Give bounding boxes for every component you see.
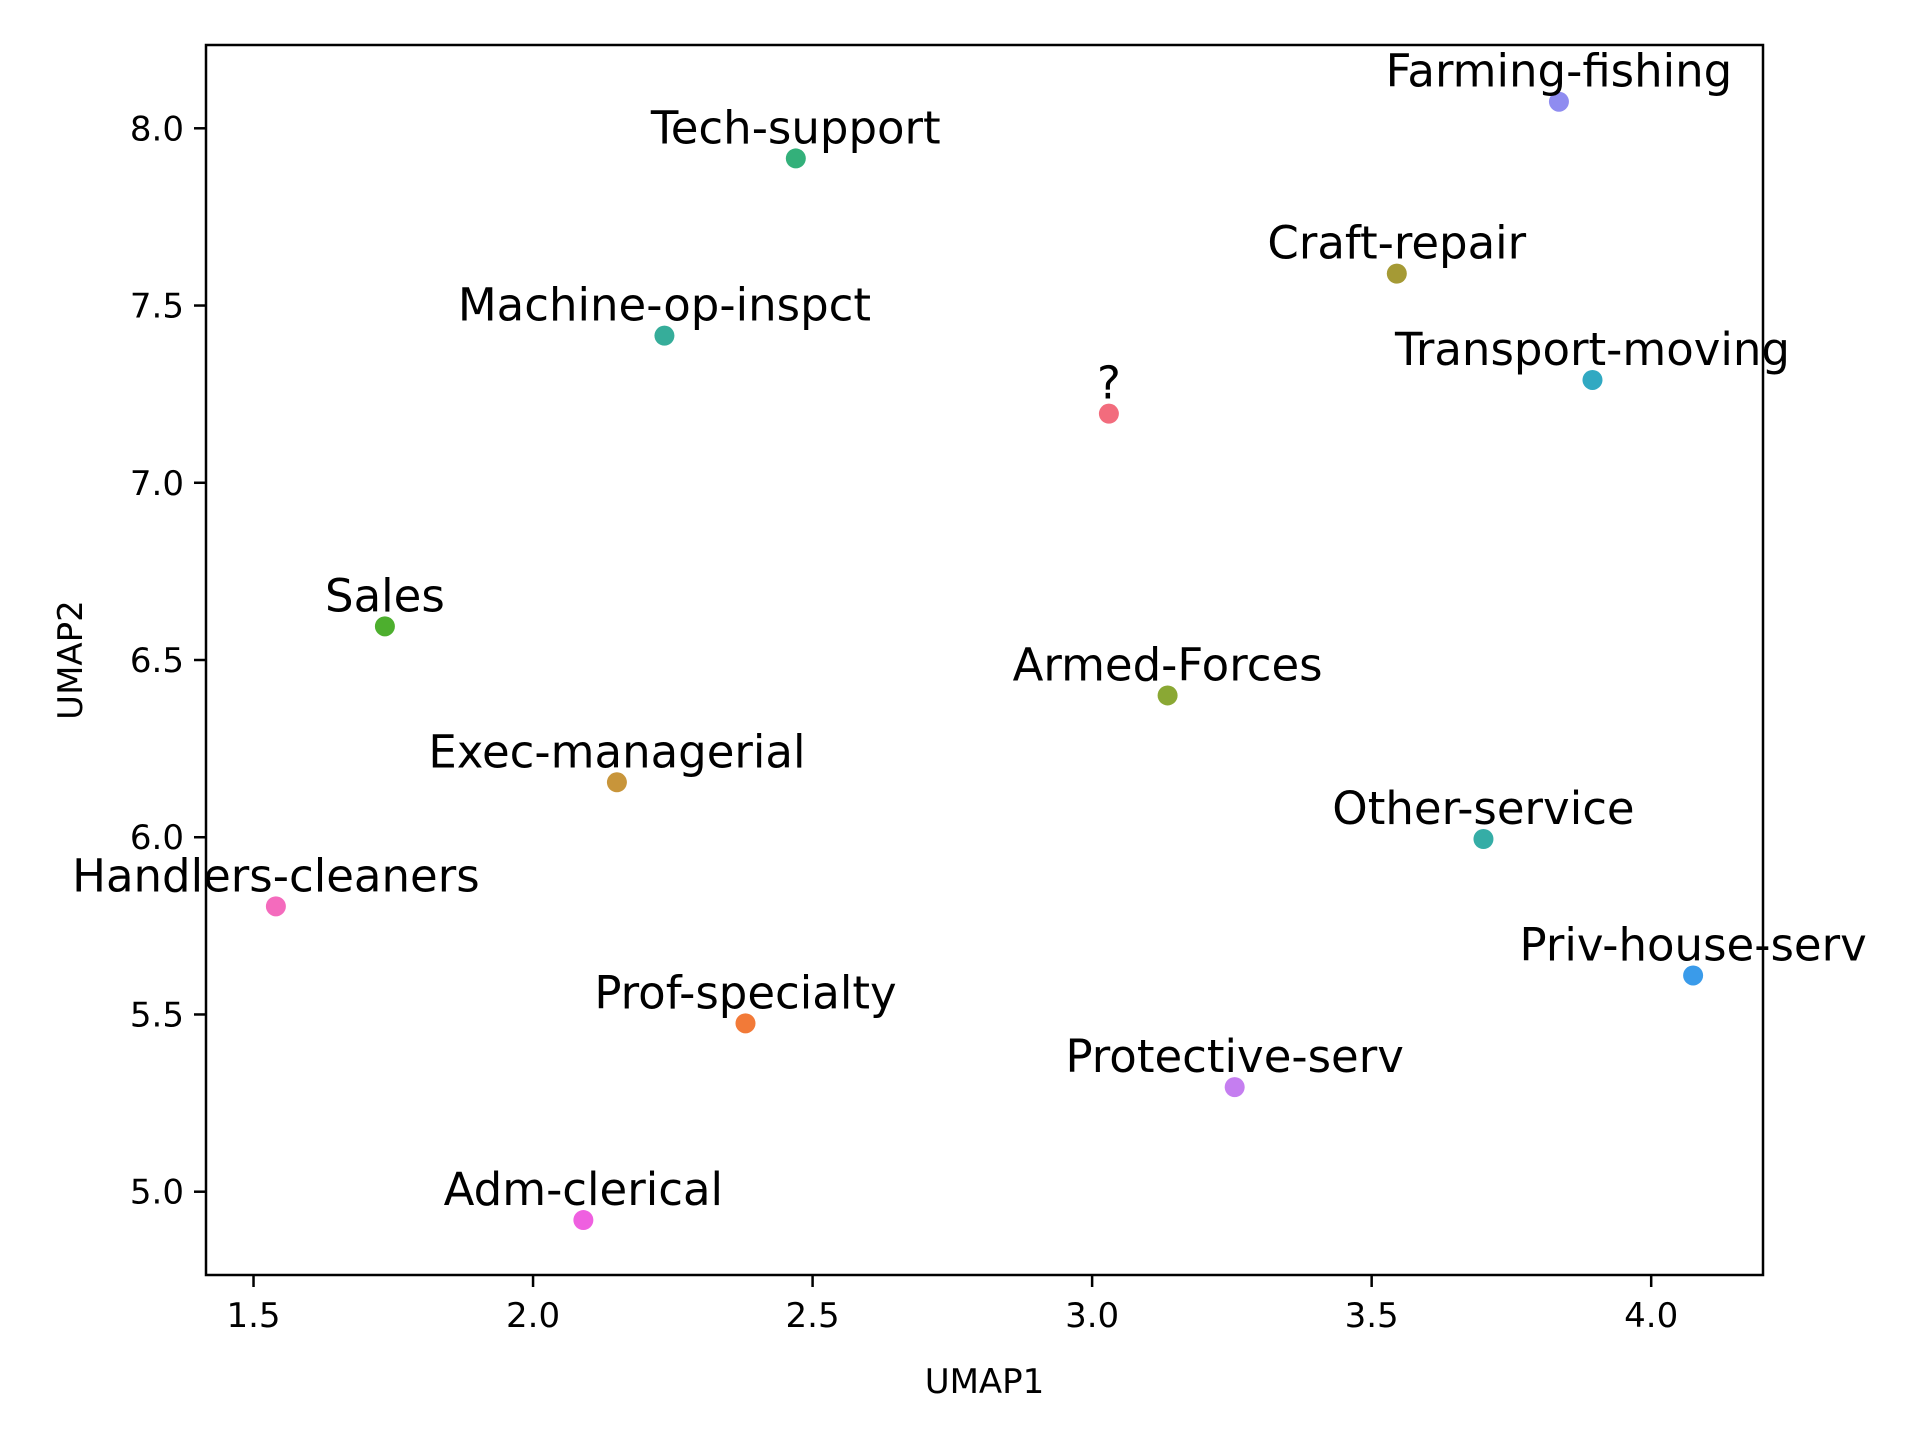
x-tick-label: 2.0 — [506, 1296, 560, 1336]
x-tick-label: 4.0 — [1624, 1296, 1678, 1336]
data-point — [374, 616, 395, 637]
y-axis-title: UMAP2 — [51, 600, 91, 720]
data-point — [1683, 965, 1704, 986]
data-point — [1548, 91, 1569, 112]
x-axis-ticks: 1.5 2.0 2.5 3.0 3.5 4.0 — [226, 1275, 1678, 1336]
x-tick-label: 3.0 — [1065, 1296, 1119, 1336]
point-label: Transport-moving — [1394, 323, 1790, 376]
data-point — [1098, 403, 1119, 424]
point-label: Machine-op-inspct — [458, 279, 871, 332]
x-tick-label: 2.5 — [786, 1296, 840, 1336]
y-tick-label: 5.0 — [130, 1173, 184, 1213]
point-label: Priv-house-serv — [1520, 918, 1867, 971]
data-point — [606, 772, 627, 793]
x-axis-title: UMAP1 — [925, 1362, 1045, 1402]
point-label: Protective-serv — [1065, 1030, 1403, 1083]
point-label: Craft-repair — [1267, 217, 1526, 270]
data-point — [654, 325, 675, 346]
point-label: Tech-support — [650, 101, 941, 154]
data-point — [1157, 685, 1178, 706]
point-label: ? — [1097, 357, 1121, 410]
y-axis-ticks: 5.0 5.5 6.0 6.5 7.0 7.5 8.0 — [130, 109, 206, 1213]
point-labels: Farming-fishing Tech-support Craft-repair M… — [72, 45, 1867, 1216]
y-tick-label: 8.0 — [130, 109, 184, 149]
data-point — [1473, 829, 1494, 850]
point-label: Prof-specialty — [594, 966, 896, 1019]
point-label: Exec-managerial — [428, 725, 805, 778]
y-tick-label: 5.5 — [130, 995, 184, 1035]
data-points — [265, 91, 1704, 1231]
plot-area-frame — [204, 43, 1765, 1277]
data-point — [1224, 1077, 1245, 1098]
data-point — [785, 148, 806, 169]
point-label: Other-service — [1332, 782, 1634, 835]
y-tick-label: 6.0 — [130, 818, 184, 858]
point-label: Adm-clerical — [444, 1163, 723, 1216]
data-point — [735, 1013, 756, 1034]
x-tick-label: 3.5 — [1345, 1296, 1399, 1336]
data-point — [1386, 263, 1407, 284]
y-tick-label: 7.5 — [130, 287, 184, 327]
point-label: Handlers-cleaners — [72, 849, 480, 902]
data-point — [1582, 369, 1603, 390]
x-tick-label: 1.5 — [226, 1296, 280, 1336]
point-label: Armed-Forces — [1013, 638, 1323, 691]
y-tick-label: 7.0 — [130, 464, 184, 504]
point-label: Farming-fishing — [1386, 45, 1733, 98]
data-point — [265, 896, 286, 917]
point-label: Sales — [325, 569, 445, 622]
y-tick-label: 6.5 — [130, 641, 184, 681]
data-point — [573, 1210, 594, 1231]
